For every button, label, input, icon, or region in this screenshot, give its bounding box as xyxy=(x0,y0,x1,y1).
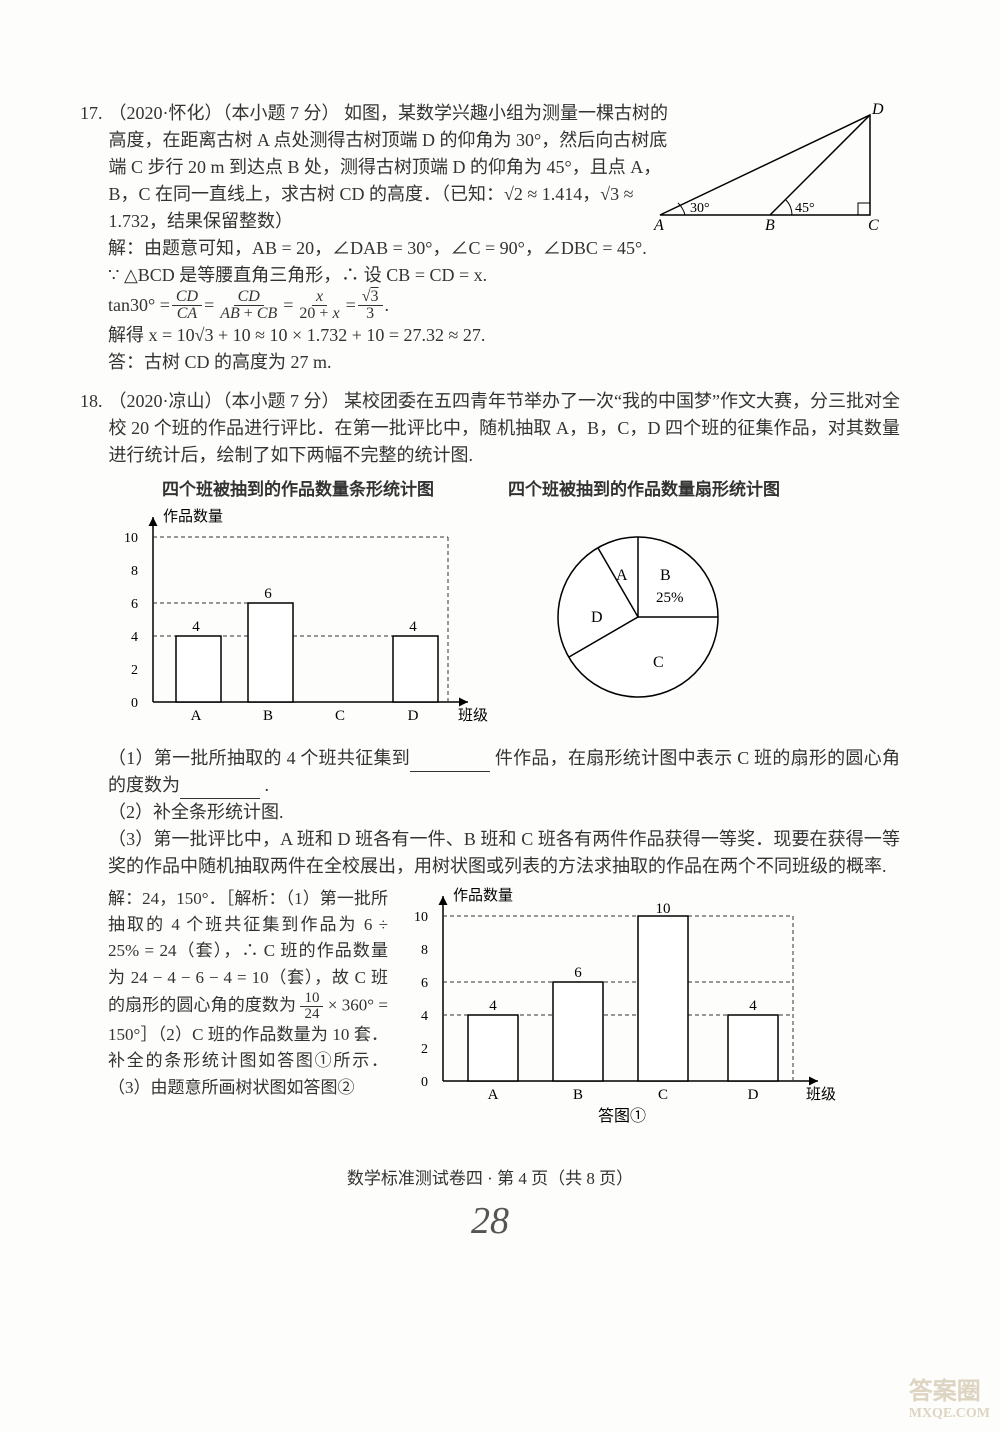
svg-text:4: 4 xyxy=(489,998,497,1014)
svg-text:6: 6 xyxy=(264,586,272,602)
svg-text:A: A xyxy=(488,1087,499,1103)
problem-17: 17. （2020·怀化）（本小题 7 分） 如图，某数学兴趣小组为测量一棵古树… xyxy=(80,100,900,376)
svg-text:2: 2 xyxy=(421,1042,428,1057)
q17-solution: 解：由题意可知，AB = 20，∠DAB = 30°，∠C = 90°，∠DBC… xyxy=(108,235,900,376)
handwritten-page: 28 xyxy=(80,1199,900,1243)
svg-text:C: C xyxy=(868,217,879,230)
svg-text:0: 0 xyxy=(131,696,138,711)
svg-text:D: D xyxy=(591,609,603,626)
q17-number: 17. xyxy=(80,100,103,127)
svg-text:C: C xyxy=(653,654,664,671)
bar-chart-answer: 作品数量 0 2 4 6 8 10 xyxy=(398,886,838,1134)
svg-text:4: 4 xyxy=(192,619,200,635)
svg-text:A: A xyxy=(191,708,202,724)
page-footer: 数学标准测试卷四 · 第 4 页（共 8 页） xyxy=(80,1164,900,1189)
svg-text:B: B xyxy=(660,567,671,584)
q18-text: （2020·凉山）（本小题 7 分） 某校团委在五四青年节举办了一次“我的中国梦… xyxy=(109,388,901,469)
svg-text:作品数量: 作品数量 xyxy=(163,508,223,525)
pie-chart: 四个班被抽到的作品数量扇形统计图 A B 25% C D xyxy=(508,477,780,735)
svg-text:D: D xyxy=(871,101,884,118)
svg-text:A: A xyxy=(653,217,664,230)
svg-text:4: 4 xyxy=(131,630,138,645)
svg-text:班级: 班级 xyxy=(458,707,488,724)
svg-text:10: 10 xyxy=(124,531,138,546)
svg-text:8: 8 xyxy=(131,564,138,579)
svg-text:作品数量: 作品数量 xyxy=(453,887,513,904)
svg-text:8: 8 xyxy=(421,943,428,958)
svg-text:D: D xyxy=(748,1087,759,1103)
svg-text:B: B xyxy=(765,217,775,230)
svg-text:6: 6 xyxy=(131,597,138,612)
svg-text:B: B xyxy=(573,1087,583,1103)
svg-text:6: 6 xyxy=(421,976,428,991)
svg-text:10: 10 xyxy=(656,901,671,917)
svg-text:2: 2 xyxy=(131,663,138,678)
svg-text:C: C xyxy=(335,708,345,724)
q17-text: （2020·怀化）（本小题 7 分） 如图，某数学兴趣小组为测量一棵古树的高度，… xyxy=(109,100,669,235)
svg-text:4: 4 xyxy=(409,619,417,635)
svg-text:30°: 30° xyxy=(690,201,710,216)
svg-text:6: 6 xyxy=(574,965,582,981)
svg-text:答图①: 答图① xyxy=(598,1107,646,1125)
q18-number: 18. xyxy=(80,388,103,415)
svg-text:45°: 45° xyxy=(795,201,815,216)
q18-answer-text: 解：24，150°．［解析：（1）第一批所抽取的 4 个班共征集到作品为 6 ÷… xyxy=(108,886,388,1134)
watermark: 答案圈 MXQE.COM xyxy=(909,1371,990,1422)
q18-sub1: （1）第一批所抽取的 4 个班共征集到 件作品，在扇形统计图中表示 C 班的扇形… xyxy=(108,745,900,799)
svg-text:B: B xyxy=(263,708,273,724)
svg-text:4: 4 xyxy=(749,998,757,1014)
svg-text:4: 4 xyxy=(421,1009,428,1024)
q17-triangle-diagram: A B C D 30° 45° xyxy=(650,100,890,230)
q18-sub3: （3）第一批评比中，A 班和 D 班各有一件、B 班和 C 班各有两件作品获得一… xyxy=(108,826,900,880)
svg-text:班级: 班级 xyxy=(806,1086,836,1103)
svg-text:D: D xyxy=(408,708,419,724)
svg-text:0: 0 xyxy=(421,1075,428,1090)
svg-text:C: C xyxy=(658,1087,668,1103)
svg-text:10: 10 xyxy=(414,910,428,925)
svg-text:25%: 25% xyxy=(656,590,684,606)
q18-sub2: （2）补全条形统计图. xyxy=(108,799,900,826)
problem-18: 18. （2020·凉山）（本小题 7 分） 某校团委在五四青年节举办了一次“我… xyxy=(80,388,900,1134)
svg-text:A: A xyxy=(616,567,628,584)
bar-chart-1: 四个班被抽到的作品数量条形统计图 作品数量 0 2 4 6 8 10 xyxy=(108,477,488,745)
